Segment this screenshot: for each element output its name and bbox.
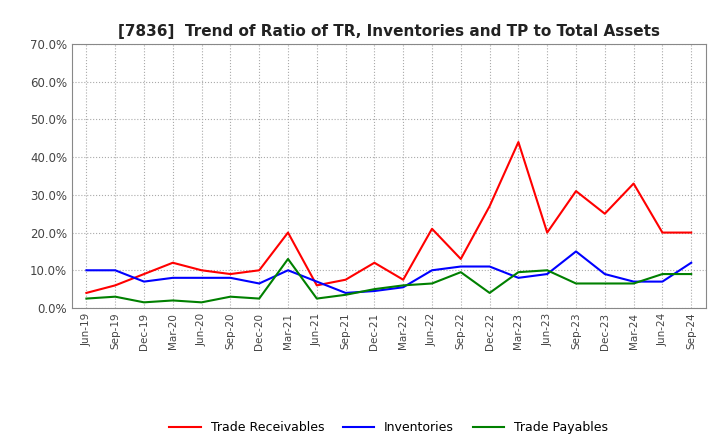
Inventories xyxy=(168,275,177,280)
Inventories xyxy=(312,279,321,284)
Inventories xyxy=(600,271,609,277)
Trade Payables xyxy=(140,300,148,305)
Trade Payables xyxy=(255,296,264,301)
Inventories xyxy=(341,290,350,296)
Trade Receivables xyxy=(284,230,292,235)
Trade Payables xyxy=(111,294,120,299)
Trade Payables xyxy=(284,257,292,262)
Trade Receivables xyxy=(572,188,580,194)
Trade Payables xyxy=(456,270,465,275)
Trade Payables xyxy=(399,283,408,288)
Trade Receivables xyxy=(370,260,379,265)
Trade Receivables xyxy=(687,230,696,235)
Trade Payables xyxy=(168,298,177,303)
Inventories xyxy=(687,260,696,265)
Inventories xyxy=(284,268,292,273)
Trade Payables xyxy=(600,281,609,286)
Trade Payables xyxy=(312,296,321,301)
Trade Receivables xyxy=(111,283,120,288)
Inventories xyxy=(140,279,148,284)
Inventories xyxy=(82,268,91,273)
Line: Trade Payables: Trade Payables xyxy=(86,259,691,302)
Trade Receivables xyxy=(140,271,148,277)
Legend: Trade Receivables, Inventories, Trade Payables: Trade Receivables, Inventories, Trade Pa… xyxy=(164,416,613,439)
Trade Receivables xyxy=(82,290,91,296)
Trade Payables xyxy=(82,296,91,301)
Trade Payables xyxy=(485,290,494,296)
Trade Receivables xyxy=(168,260,177,265)
Inventories xyxy=(629,279,638,284)
Trade Receivables xyxy=(485,204,494,209)
Line: Inventories: Inventories xyxy=(86,251,691,293)
Inventories xyxy=(255,281,264,286)
Trade Payables xyxy=(629,281,638,286)
Inventories xyxy=(428,268,436,273)
Inventories xyxy=(456,264,465,269)
Trade Payables xyxy=(226,294,235,299)
Line: Trade Receivables: Trade Receivables xyxy=(86,142,691,293)
Trade Payables xyxy=(197,300,206,305)
Trade Payables xyxy=(687,271,696,277)
Trade Receivables xyxy=(312,283,321,288)
Trade Receivables xyxy=(226,271,235,277)
Trade Receivables xyxy=(600,211,609,216)
Trade Payables xyxy=(658,271,667,277)
Trade Receivables xyxy=(428,226,436,231)
Inventories xyxy=(572,249,580,254)
Trade Receivables xyxy=(514,139,523,145)
Title: [7836]  Trend of Ratio of TR, Inventories and TP to Total Assets: [7836] Trend of Ratio of TR, Inventories… xyxy=(118,24,660,39)
Trade Receivables xyxy=(543,230,552,235)
Inventories xyxy=(197,275,206,280)
Inventories xyxy=(543,271,552,277)
Trade Receivables xyxy=(456,257,465,262)
Trade Payables xyxy=(341,292,350,297)
Inventories xyxy=(514,275,523,280)
Inventories xyxy=(399,285,408,290)
Inventories xyxy=(111,268,120,273)
Trade Receivables xyxy=(197,268,206,273)
Inventories xyxy=(226,275,235,280)
Inventories xyxy=(370,288,379,293)
Inventories xyxy=(658,279,667,284)
Trade Receivables xyxy=(399,277,408,282)
Trade Payables xyxy=(428,281,436,286)
Trade Receivables xyxy=(629,181,638,186)
Trade Receivables xyxy=(658,230,667,235)
Trade Payables xyxy=(514,270,523,275)
Trade Receivables xyxy=(255,268,264,273)
Inventories xyxy=(485,264,494,269)
Trade Payables xyxy=(543,268,552,273)
Trade Payables xyxy=(370,286,379,292)
Trade Payables xyxy=(572,281,580,286)
Trade Receivables xyxy=(341,277,350,282)
